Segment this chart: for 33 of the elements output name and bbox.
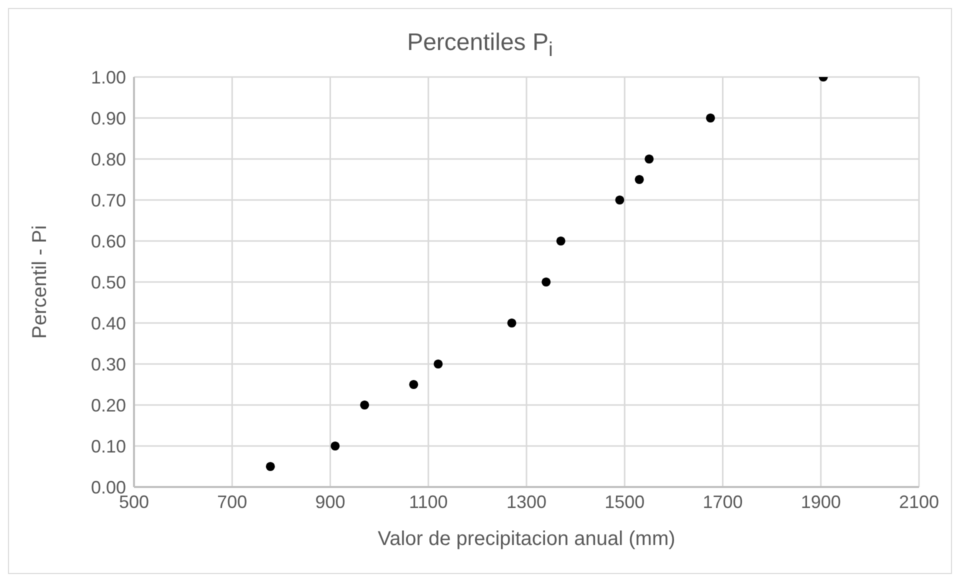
point xyxy=(706,113,715,123)
point xyxy=(542,277,551,287)
x-tick-label: 1900 xyxy=(800,492,841,512)
x-tick-label: 1500 xyxy=(604,492,645,512)
point xyxy=(507,318,516,328)
x-axis-title: Valor de precipitacion anual (mm) xyxy=(378,528,676,550)
y-tick-label: 0.70 xyxy=(90,190,126,210)
chart-title: Percentiles P$_{i}$ xyxy=(406,29,554,62)
x-tick-label: 1100 xyxy=(409,492,448,512)
y-tick-label: 0.80 xyxy=(90,149,126,170)
x-tick-label: 2100 xyxy=(898,492,940,512)
x-tick-label: 1700 xyxy=(702,492,743,512)
x-tick-label: 900 xyxy=(315,492,346,512)
y-tick-label: 0.50 xyxy=(90,272,126,292)
point xyxy=(409,380,418,390)
y-tick-label: 1.00 xyxy=(90,67,126,88)
y-tick-label: 0.90 xyxy=(90,108,126,128)
point xyxy=(556,236,566,246)
point xyxy=(634,174,644,184)
y-tick-label: 0.60 xyxy=(90,231,126,252)
point xyxy=(644,154,654,164)
y-tick-label: 0.30 xyxy=(90,354,126,374)
x-tick-label: 1300 xyxy=(506,492,547,512)
point xyxy=(360,400,370,410)
x-tick-label: 700 xyxy=(217,492,248,512)
point xyxy=(434,359,443,369)
point xyxy=(615,195,624,205)
y-tick-label: 0.10 xyxy=(90,436,126,456)
point xyxy=(266,462,275,472)
y-tick-label: 0.40 xyxy=(90,313,126,334)
y-axis-title: Percentil - Pi xyxy=(29,225,52,339)
y-tick-label: 0.20 xyxy=(90,395,126,416)
point xyxy=(330,441,340,451)
